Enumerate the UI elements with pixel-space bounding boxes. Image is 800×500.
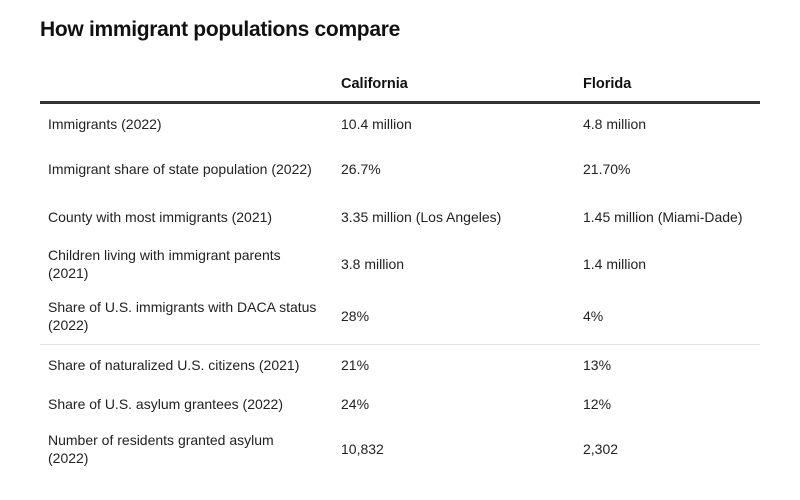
cell-florida: 2,302 <box>583 441 619 457</box>
row-label: Children living with immigrant parents (… <box>48 247 281 281</box>
cell-florida: 21.70% <box>583 161 631 177</box>
table-row: Share of naturalized U.S. citizens (2021… <box>40 344 760 384</box>
column-header-california: California <box>341 76 408 92</box>
row-label: Share of U.S. immigrants with DACA statu… <box>48 299 317 333</box>
row-label: Share of U.S. asylum grantees (2022) <box>48 395 284 412</box>
cell-florida: 12% <box>583 395 612 412</box>
column-header-florida: Florida <box>583 76 632 92</box>
cell-california: 21% <box>341 356 370 373</box>
cell-california: 28% <box>341 308 370 324</box>
cell-florida: 1.45 million (Miami-Dade) <box>583 209 743 225</box>
cell-florida: 13% <box>583 356 612 373</box>
row-label: Immigrants (2022) <box>48 116 162 132</box>
cell-california: 24% <box>341 395 370 412</box>
table-row: Immigrants (2022) 10.4 million 4.8 million <box>40 104 760 144</box>
table-title: How immigrant populations compare <box>40 18 400 41</box>
row-label: Number of residents granted asylum (2022… <box>48 432 274 466</box>
cell-california: 26.7% <box>341 161 381 177</box>
table-header: California Florida <box>40 66 760 104</box>
table-row: Number of residents granted asylum (2022… <box>40 423 760 475</box>
table-row: Share of U.S. asylum grantees (2022) 24% 1… <box>40 384 760 423</box>
cell-florida: 1.4 million <box>583 256 647 272</box>
cell-california: 3.8 million <box>341 256 405 272</box>
comparison-table: California Florida Immigrants (2022) 10.4… <box>40 66 760 475</box>
row-label: County with most immigrants (2021) <box>48 209 273 225</box>
cell-florida: 4% <box>583 308 604 324</box>
cell-california: 3.35 million (Los Angeles) <box>341 209 502 225</box>
row-label: Immigrant share of state population (202… <box>48 161 312 177</box>
cell-california: 10.4 million <box>341 116 412 132</box>
cell-florida: 4.8 million <box>583 116 647 132</box>
row-label: Share of naturalized U.S. citizens (2021… <box>48 356 300 373</box>
table-row: Immigrant share of state population (202… <box>40 144 760 194</box>
cell-california: 10,832 <box>341 441 384 457</box>
table-row: County with most immigrants (2021) 3.35 m… <box>40 194 760 240</box>
table-row: Share of U.S. immigrants with DACA statu… <box>40 288 760 344</box>
table-row: Children living with immigrant parents (… <box>40 240 760 288</box>
